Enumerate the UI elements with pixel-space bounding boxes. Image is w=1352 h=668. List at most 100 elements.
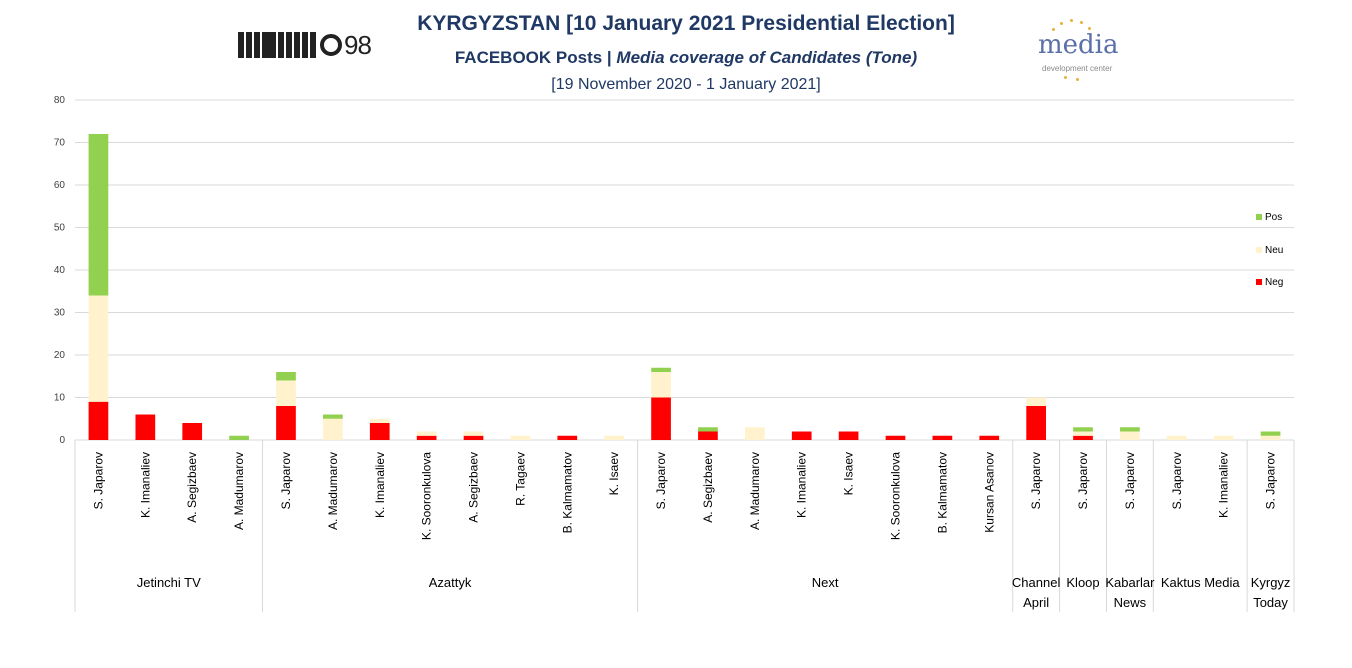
x-tick-label: K. Imanaliev (138, 452, 152, 518)
chart-subtitle: FACEBOOK Posts | Media coverage of Candi… (360, 48, 1012, 68)
bar-segment-neg (885, 435, 906, 440)
legend-label: Neu (1265, 245, 1283, 256)
y-tick-label: 20 (54, 350, 66, 361)
x-tick-label: A. Madumarov (326, 452, 340, 530)
x-tick-label: A. Segizbaev (185, 452, 199, 523)
x-tick-label: S. Japarov (1123, 452, 1137, 509)
bar-segment-neu (323, 418, 343, 440)
bar-segment-neg (791, 431, 812, 440)
bar-segment-neu (1260, 435, 1281, 440)
bar-segment-neg (651, 397, 671, 440)
bar-segment-neu (88, 295, 109, 402)
x-tick-label: K. Imanaliev (1217, 452, 1231, 518)
group-label: Azattyk (429, 575, 472, 590)
x-tick-label: K. Isaev (607, 452, 621, 495)
legend-label: Neg (1265, 277, 1283, 288)
bar-segment-pos (1260, 431, 1281, 436)
bar-segment-neg (416, 435, 437, 440)
date-range: [19 November 2020 - 1 January 2021] (551, 76, 821, 93)
y-tick-label: 40 (54, 265, 66, 276)
subtitle-prefix: FACEBOOK Posts | (454, 48, 612, 67)
y-tick-label: 60 (54, 180, 66, 191)
bar-segment-pos (651, 367, 671, 372)
bar-segment-neu (510, 435, 531, 440)
bar-segment-neu (1026, 397, 1046, 406)
x-tick-label: A. Segizbaev (701, 452, 715, 523)
x-tick-label: R. Tagaev (513, 452, 527, 506)
group-label: Jetinchi TV (137, 575, 201, 590)
x-tick-label: A. Madumarov (748, 452, 762, 530)
bar-segment-neg (182, 423, 203, 440)
legend-swatch-pos (1256, 214, 1262, 220)
bar-segment-pos (1120, 427, 1140, 432)
group-label: Next (812, 575, 839, 590)
x-tick-label: S. Japarov (1264, 452, 1278, 509)
x-tick-label: S. Japarov (1029, 452, 1043, 509)
group-label: Kyrgyz (1251, 575, 1291, 590)
bar-segment-neu (416, 431, 437, 436)
bar-segment-neg (838, 431, 859, 440)
group-label: News (1114, 595, 1147, 610)
x-tick-label: B. Kalmamatov (560, 452, 574, 533)
x-tick-label: K. Imanaliev (373, 452, 387, 518)
bar-segment-pos (229, 435, 249, 440)
x-tick-label: K. Imanaliev (795, 452, 809, 518)
bar-segment-neu (1120, 431, 1140, 440)
y-tick-label: 80 (54, 95, 66, 106)
y-tick-label: 30 (54, 308, 66, 319)
x-tick-label: K. Sooronkulova (420, 452, 434, 540)
subtitle-italic: Media coverage of Candidates (Tone) (616, 48, 918, 67)
bar-segment-neu (1166, 435, 1187, 440)
bar-segment-neg (1026, 406, 1046, 440)
y-tick-label: 70 (54, 138, 66, 149)
y-tick-label: 10 (54, 393, 66, 404)
bar-segment-neg (276, 406, 296, 440)
bar-segment-neg (1073, 435, 1093, 440)
x-tick-label: K. Isaev (842, 452, 856, 495)
bar-segment-neu (651, 372, 671, 398)
bar-segment-neg (135, 414, 156, 440)
y-tick-label: 0 (59, 435, 65, 446)
bar-segment-pos (276, 372, 296, 381)
group-label: Kabarlar (1105, 575, 1155, 590)
bar-segment-neg (369, 423, 390, 440)
bar-segment-neg (932, 435, 953, 440)
group-label: Kloop (1066, 575, 1099, 590)
y-tick-label: 50 (54, 223, 66, 234)
group-label: Kaktus Media (1161, 575, 1241, 590)
bar-segment-pos (323, 414, 343, 419)
x-tick-label: S. Japarov (279, 452, 293, 509)
bar-segment-neu (744, 427, 765, 440)
legend-label: Pos (1265, 212, 1282, 223)
x-tick-label: S. Japarov (91, 452, 105, 509)
bar-segment-neu (1213, 435, 1234, 440)
x-tick-label: B. Kalmamatov (935, 452, 949, 533)
bar-segment-pos (1073, 427, 1093, 432)
x-tick-label: S. Japarov (1170, 452, 1184, 509)
bar-segment-neg (979, 435, 1000, 440)
x-tick-label: A. Madumarov (232, 452, 246, 530)
bar-segment-neg (463, 435, 484, 440)
group-label: April (1023, 595, 1049, 610)
x-tick-label: S. Japarov (1076, 452, 1090, 509)
bar-segment-neu (1073, 431, 1093, 436)
bar-segment-neu (604, 435, 625, 440)
group-label: Channel (1012, 575, 1061, 590)
legend-swatch-neu (1256, 247, 1262, 253)
bar-segment-neg (88, 401, 109, 440)
x-tick-label: Kursan Asanov (982, 452, 996, 533)
x-tick-label: S. Japarov (654, 452, 668, 509)
media-development-center-logo: media development center (1030, 18, 1130, 81)
legend-swatch-neg (1256, 279, 1262, 285)
memo98-logo: 98 (238, 30, 372, 60)
bar-segment-neg (557, 435, 578, 440)
chart-title: KYRGYZSTAN [10 January 2021 Presidential… (417, 12, 955, 35)
x-tick-label: K. Sooronkulova (888, 452, 902, 540)
bar-segment-neu (369, 418, 390, 423)
bar-segment-pos (88, 134, 109, 296)
group-label: Today (1253, 595, 1288, 610)
bar-segment-neu (463, 431, 484, 436)
x-tick-label: A. Segizbaev (467, 452, 481, 523)
bar-segment-neg (698, 431, 718, 440)
